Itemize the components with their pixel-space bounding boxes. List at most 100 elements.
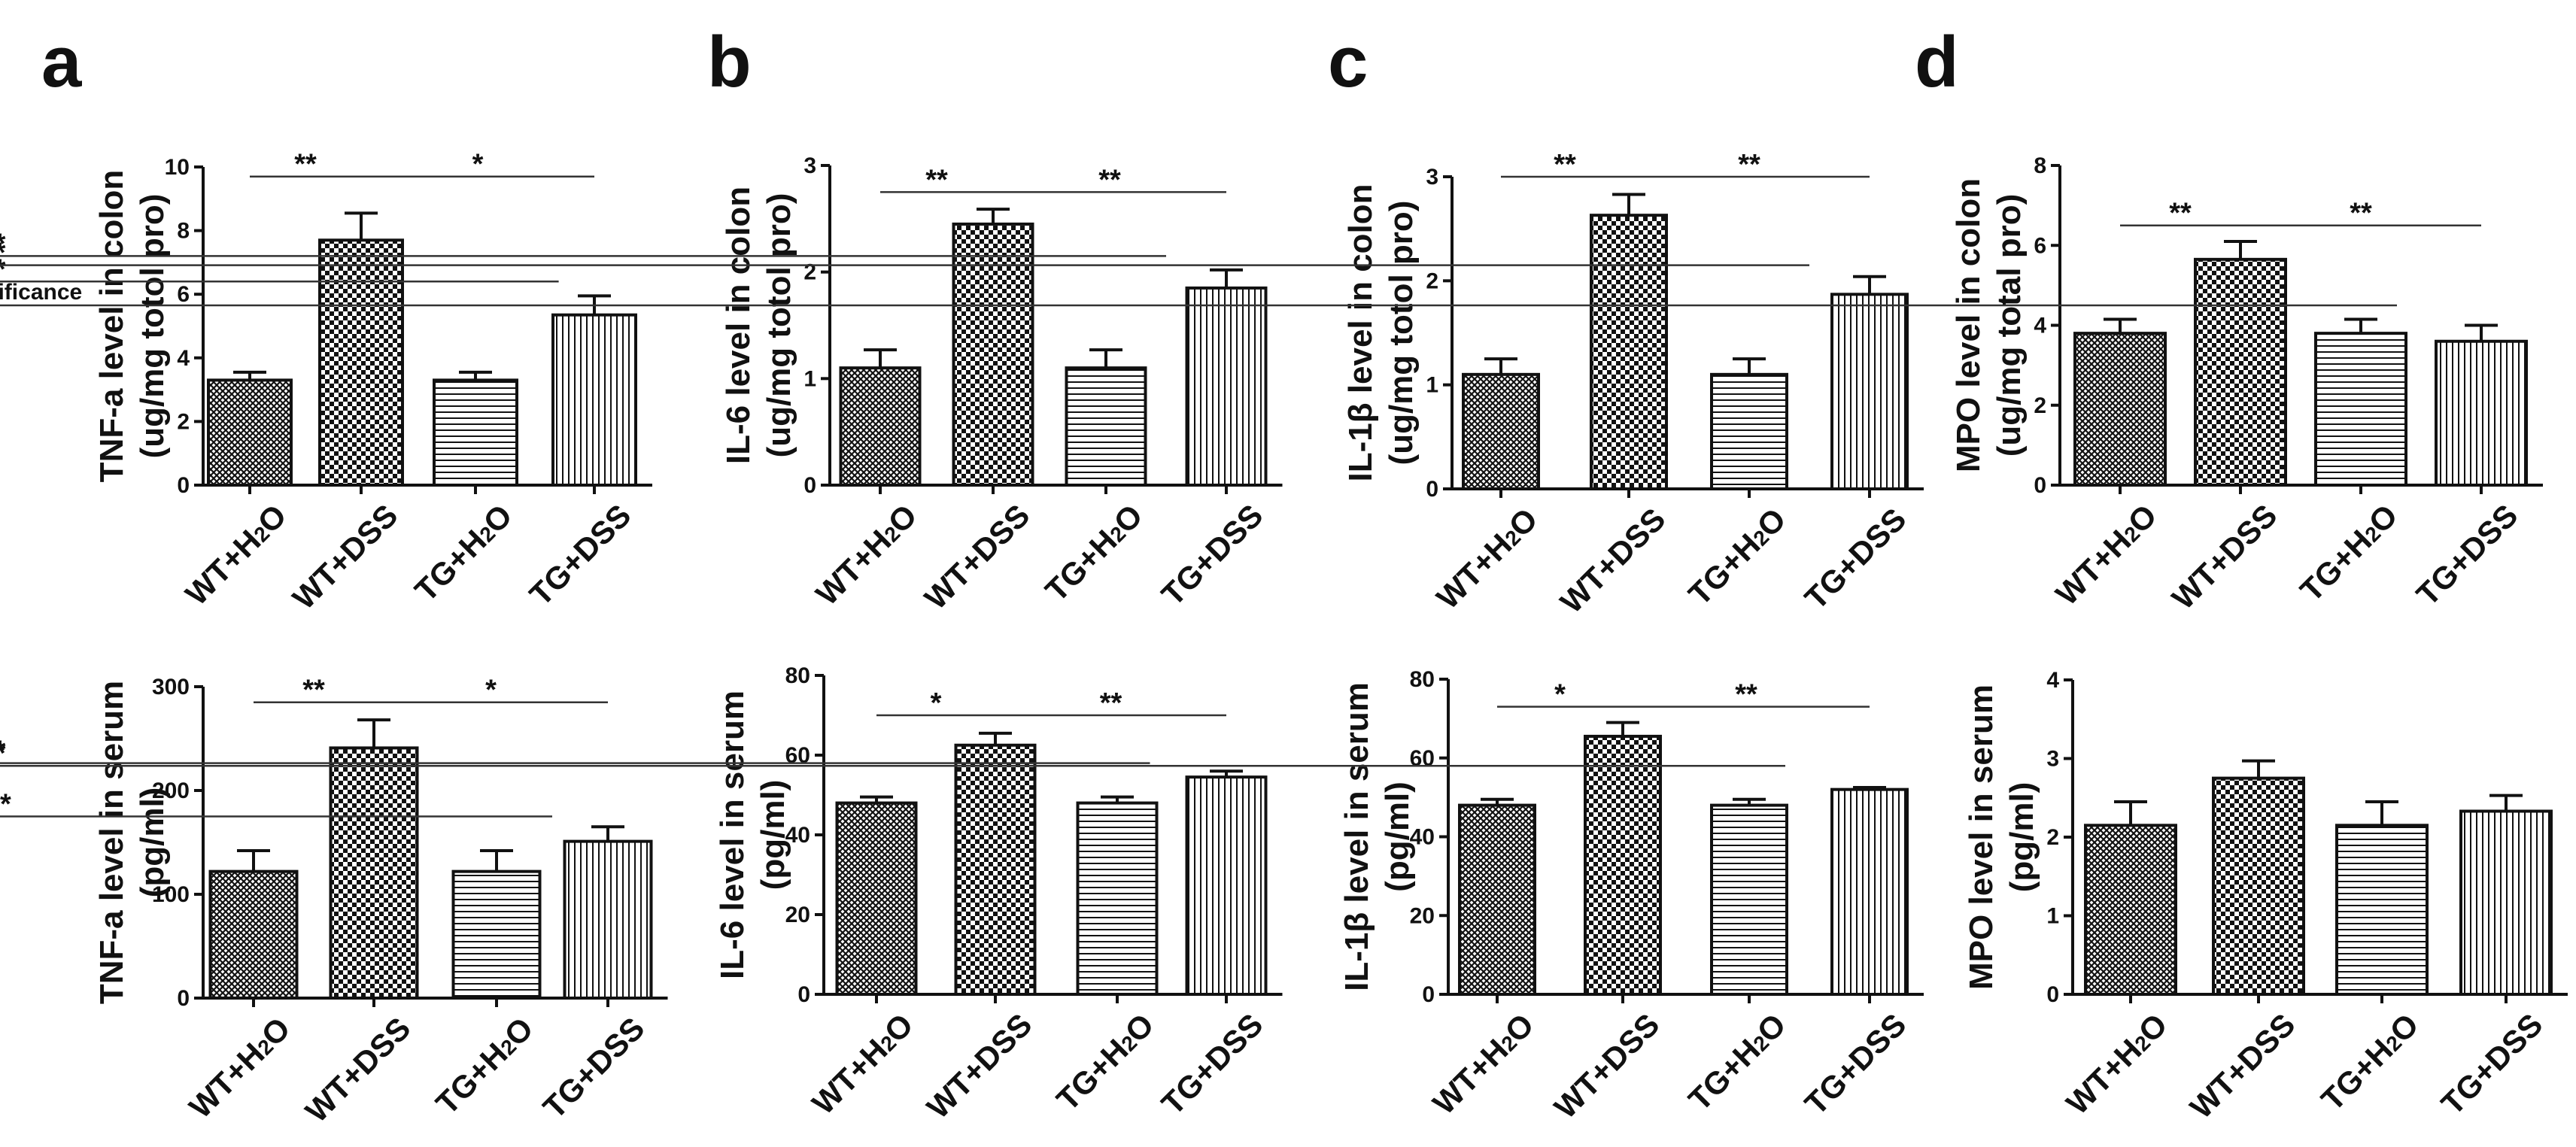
bar xyxy=(208,869,299,1000)
x-tick-label-text: WT+H xyxy=(179,523,268,612)
y-tick-label: 6 xyxy=(177,282,190,307)
y-tick-label: 2 xyxy=(1426,269,1438,293)
x-tick-label: WT+H2O xyxy=(2060,1007,2174,1121)
bar xyxy=(952,222,1034,487)
significance-label: ** xyxy=(1735,679,1757,711)
significance-label: ** xyxy=(1554,149,1576,181)
y-tick-label: 1 xyxy=(1426,373,1438,398)
y-axis-title: IL-6 level in colon (ug/mg totol pro) xyxy=(720,187,797,464)
bar xyxy=(839,366,922,487)
significance-label: * xyxy=(931,687,942,719)
x-tick-label: TG+H2O xyxy=(2314,1007,2425,1118)
x-tick-label: TG+H2O xyxy=(2293,498,2404,608)
x-tick-label: WT+DSS xyxy=(286,498,405,617)
x-tick-label-text: WT+H xyxy=(183,1036,272,1125)
significance-label: * xyxy=(0,253,6,285)
x-tick-label: TG+DSS xyxy=(523,498,638,613)
x-tick-label-text: TG+DSS xyxy=(1155,498,1270,613)
x-tick-label-text: WT+DSS xyxy=(2183,1007,2302,1126)
y-tick-label: 2 xyxy=(803,260,816,285)
significance-label: * xyxy=(0,736,6,767)
bar xyxy=(451,869,542,1000)
x-tick-label: WT+H2O xyxy=(1426,1007,1541,1121)
x-tick-label: TG+H2O xyxy=(1681,1007,1792,1118)
x-tick-label-text: TG+DSS xyxy=(523,498,638,613)
bar xyxy=(1590,214,1668,490)
x-tick-label: TG+H2O xyxy=(429,1011,539,1121)
bar xyxy=(433,378,518,487)
y-axis-title-line: IL-6 level in colon xyxy=(720,187,757,464)
y-tick-label: 0 xyxy=(2034,473,2046,498)
bar xyxy=(1065,366,1147,487)
y-axis-title-line: IL-1β level in colon xyxy=(1342,184,1379,481)
y-tick-label: 80 xyxy=(1410,667,1435,692)
significance-label: * xyxy=(0,738,6,769)
x-tick-label: TG+H2O xyxy=(1681,502,1792,612)
x-tick-label: TG+DSS xyxy=(1798,502,1913,617)
significance-label: * xyxy=(472,149,484,181)
x-tick-label-text: TG+DSS xyxy=(1798,502,1913,617)
y-tick-label: 3 xyxy=(803,153,816,178)
y-axis-title: MPO level in colon (ug/mg total pro) xyxy=(1950,178,2028,472)
x-tick-label: WT+DSS xyxy=(2165,498,2284,617)
significance-label: ** xyxy=(925,164,948,196)
bar xyxy=(2314,332,2407,487)
x-tick-label: WT+DSS xyxy=(1548,1007,1666,1126)
x-tick-label: TG+DSS xyxy=(2410,498,2525,613)
x-tick-label: WT+H2O xyxy=(183,1011,297,1125)
significance-label: ** xyxy=(302,675,325,706)
y-axis-title: TNF-a level in serum (pg/ml) xyxy=(93,681,171,1004)
x-tick-label: TG+DSS xyxy=(1798,1007,1913,1122)
y-tick-label: 3 xyxy=(1426,165,1438,190)
significance-label: * xyxy=(0,238,6,269)
y-tick-label: 60 xyxy=(1410,746,1435,771)
y-axis-title-line: (pg/ml) xyxy=(2003,782,2040,893)
x-tick-label-text: WT+H xyxy=(2049,523,2138,612)
bar xyxy=(563,839,653,1000)
y-axis-title: MPO level in serum (pg/ml) xyxy=(1963,684,2040,990)
x-tick-label-text: TG+DSS xyxy=(1155,1007,1270,1122)
significance-label: ** xyxy=(294,149,317,181)
x-tick-label-text: TG+DSS xyxy=(1798,1007,1913,1122)
y-axis-title-line: (ug/mg totol pro) xyxy=(134,194,171,459)
bar xyxy=(2194,257,2287,487)
bar xyxy=(1185,286,1268,487)
x-tick-label-text: TG+DSS xyxy=(536,1011,652,1126)
y-tick-label: 20 xyxy=(1410,903,1435,928)
significance-label: ** xyxy=(2169,198,2192,229)
bar xyxy=(1462,372,1540,491)
x-tick-label: WT+DSS xyxy=(299,1011,418,1130)
bar xyxy=(2084,824,2177,996)
x-tick-label: TG+H2O xyxy=(1038,498,1149,608)
y-tick-label: 2 xyxy=(2046,825,2059,850)
y-tick-label: 4 xyxy=(2034,314,2046,338)
bar xyxy=(1830,787,1909,997)
y-axis-title-line: (pg/ml) xyxy=(134,787,171,898)
y-axis-title-line: (ug/mg totol pro) xyxy=(1383,201,1420,466)
panel-letter-c: c xyxy=(1328,22,1368,102)
bar xyxy=(2073,332,2167,487)
bar xyxy=(1710,803,1788,996)
panel-letter-d: d xyxy=(1915,22,1959,102)
bar xyxy=(207,378,293,487)
y-tick-label: 1 xyxy=(2046,904,2059,929)
x-tick-label-text: WT+DSS xyxy=(918,498,1037,617)
bar xyxy=(835,801,918,996)
x-tick-label-text: WT+DSS xyxy=(2165,498,2284,617)
x-tick-label-text: WT+H xyxy=(1426,1033,1515,1121)
y-tick-label: 6 xyxy=(2034,233,2046,258)
bar xyxy=(1710,372,1788,491)
panel-letter-b: b xyxy=(707,22,752,102)
x-tick-label-text: WT+DSS xyxy=(286,498,405,617)
x-tick-label: WT+DSS xyxy=(918,498,1037,617)
y-tick-label: 1 xyxy=(803,366,816,391)
y-axis-title-line: MPO level in colon xyxy=(1950,178,1987,472)
significance-label: ** xyxy=(2350,198,2372,229)
y-tick-label: 2 xyxy=(2034,393,2046,418)
bar xyxy=(2212,776,2305,996)
x-tick-label: WT+DSS xyxy=(920,1007,1039,1126)
